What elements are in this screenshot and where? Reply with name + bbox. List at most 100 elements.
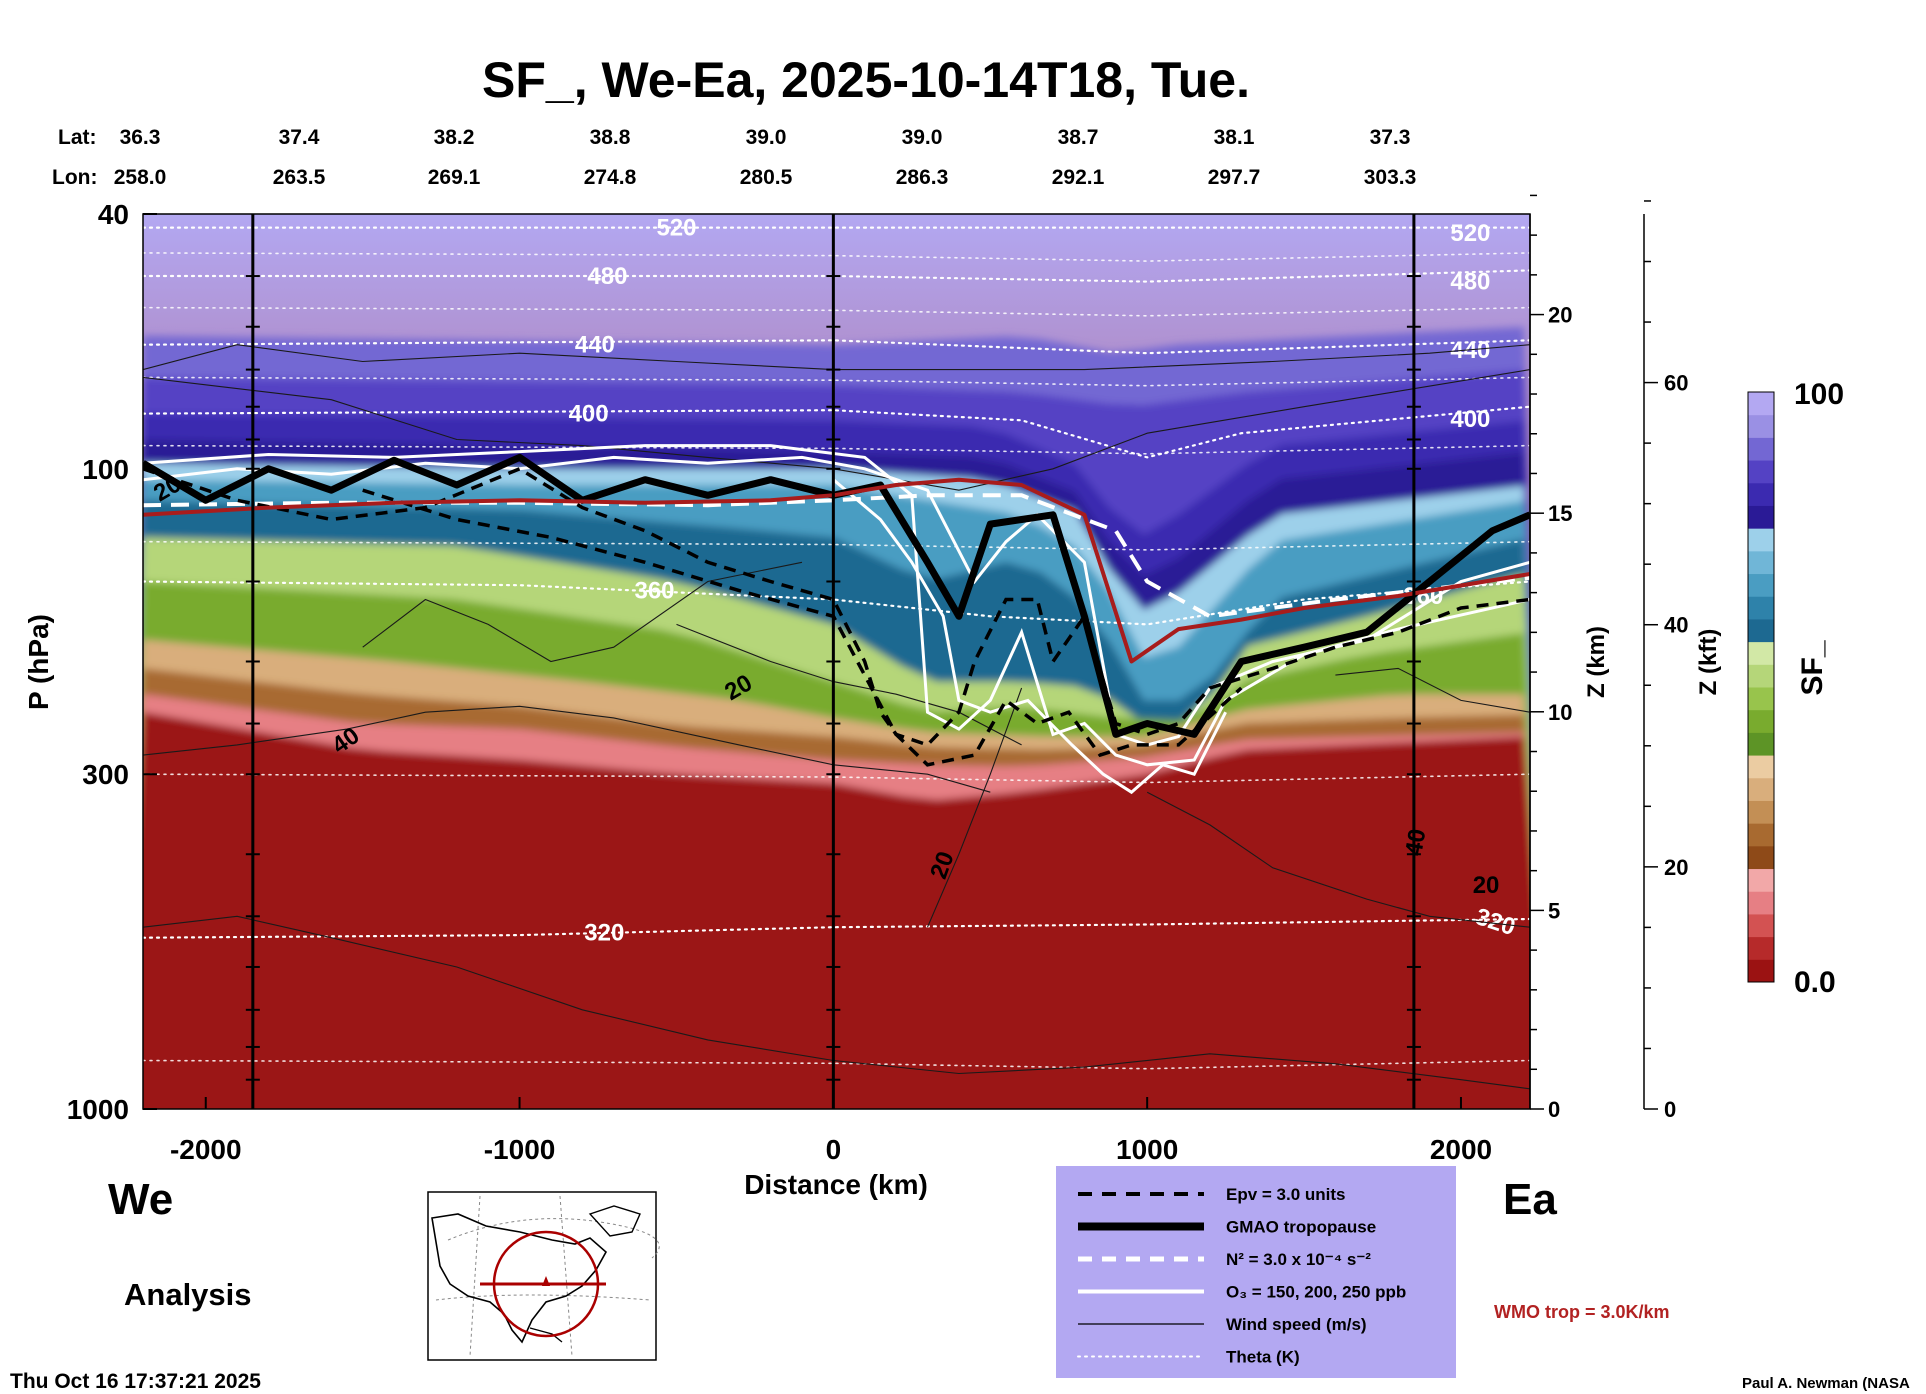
colorbar-swatch [1748, 755, 1774, 779]
colorbar-swatch [1748, 573, 1774, 597]
lat-value: 38.7 [1058, 126, 1099, 149]
colorbar-swatch [1748, 777, 1774, 801]
lat-lon-row: 36.3 37.4 38.2 38.8 39.0 39.0 38.7 38.1 37.3 258.… [114, 126, 1417, 189]
theta-contour [143, 376, 1530, 387]
legend-label: Wind speed (m/s) [1226, 1315, 1367, 1334]
legend-label: O₃ = 150, 200, 250 ppb [1226, 1283, 1406, 1302]
lat-value: 37.4 [279, 126, 320, 149]
colorbar-swatch [1748, 891, 1774, 915]
x-tick-label: 0 [826, 1134, 842, 1165]
timestamp: Thu Oct 16 17:37:21 2025 [10, 1370, 261, 1393]
wmo-tropopause [143, 477, 1530, 664]
colorbar [1747, 391, 1775, 983]
x-tick-label: -1000 [484, 1134, 556, 1165]
lat-value: 39.0 [746, 126, 787, 149]
theta-contour [143, 917, 1530, 939]
lon-value: 274.8 [584, 166, 637, 189]
theta-label: 320 [584, 919, 624, 946]
gmao-tropopause [143, 453, 1530, 738]
theta-label: 400 [569, 401, 609, 428]
legend-label: Theta (K) [1226, 1348, 1300, 1367]
colorbar-swatch [1748, 618, 1774, 643]
theta-label: 360 [634, 578, 674, 605]
lat-label: Lat: [58, 126, 97, 149]
sf-color-field [143, 327, 1530, 1109]
y-tick-label: 300 [82, 759, 129, 790]
theta-contour [143, 269, 1530, 283]
wind-contour [926, 687, 1023, 928]
x-axis-label: Distance (km) [744, 1169, 928, 1200]
lat-value: 36.3 [120, 126, 161, 149]
z-kft-label: Z (kft) [1695, 629, 1722, 696]
analysis-label: Analysis [124, 1277, 252, 1312]
colorbar-swatch [1748, 800, 1774, 824]
theta-contour [143, 1059, 1530, 1070]
wind-label: 40 [1400, 827, 1431, 858]
zkft-tick-label: 60 [1664, 371, 1688, 396]
wind-contour [1146, 791, 1530, 928]
y-tick-label: 40 [98, 199, 129, 230]
theta-contour [143, 405, 1530, 459]
zkm-tick-label: 5 [1548, 898, 1560, 923]
lon-value: 297.7 [1208, 166, 1261, 189]
theta-contour [143, 252, 1530, 262]
colorbar-swatch [1748, 687, 1774, 711]
legend-label: Epv = 3.0 units [1226, 1185, 1346, 1204]
theta-contour [143, 540, 1530, 551]
legend-box: Epv = 3.0 units GMAO tropopause N² = 3.0 x… [1056, 1166, 1456, 1378]
lat-value: 39.0 [902, 126, 943, 149]
colorbar-swatch [1748, 641, 1774, 665]
colorbar-swatch [1748, 482, 1774, 506]
lat-value: 38.2 [434, 126, 475, 149]
theta-label: 520 [656, 215, 696, 242]
colorbar-swatch [1748, 709, 1774, 733]
theta-label: 480 [587, 263, 627, 290]
lon-value: 280.5 [740, 166, 793, 189]
legend-label: N² = 3.0 x 10⁻⁴ s⁻² [1226, 1250, 1371, 1269]
wind-contour [143, 705, 991, 793]
o3-contour [143, 455, 1530, 747]
credit: Paul A. Newman (NASA [1742, 1375, 1910, 1392]
colorbar-swatch [1748, 505, 1774, 529]
lon-value: 286.3 [896, 166, 949, 189]
lon-value: 263.5 [273, 166, 326, 189]
colorbar-min-label: 0.0 [1794, 966, 1836, 999]
o3-contour [832, 478, 1227, 795]
theta-label: 440 [575, 332, 615, 359]
z-km-label: Z (km) [1583, 626, 1610, 698]
zkft-tick-label: 40 [1664, 613, 1688, 638]
wmo-label: WMO trop = 3.0K/km [1494, 1302, 1670, 1322]
lat-value: 38.8 [590, 126, 631, 149]
colorbar-swatch [1748, 414, 1774, 438]
theta-label: 480 [1450, 269, 1490, 296]
o3-contour [143, 444, 1530, 767]
theta-contour [143, 444, 1530, 455]
colorbar-swatch [1748, 664, 1774, 688]
inset-map [427, 1191, 660, 1361]
lon-value: 258.0 [114, 166, 167, 189]
lon-value: 292.1 [1052, 166, 1105, 189]
wind-contour [362, 561, 803, 663]
lat-value: 38.1 [1214, 126, 1255, 149]
axes: 40 100 300 1000 -2000 -1000 0 1000 2000 0 5 10 15 20 0… [67, 194, 1688, 1165]
zkft-tick-label: 0 [1664, 1097, 1676, 1122]
y-tick-label: 1000 [67, 1094, 129, 1125]
west-label: We [108, 1175, 173, 1224]
colorbar-swatch [1748, 392, 1774, 416]
colorbar-swatch [1748, 845, 1774, 870]
colorbar-swatch [1748, 959, 1774, 983]
zkm-tick-label: 0 [1548, 1097, 1560, 1122]
colorbar-swatch [1748, 732, 1774, 756]
colorbar-swatch [1748, 913, 1774, 938]
chart-title: SF_, We-Ea, 2025-10-14T18, Tue. [482, 52, 1250, 108]
epv-contour [362, 488, 1243, 767]
colorbar-label: SF_ [1796, 640, 1829, 695]
colorbar-swatch [1748, 823, 1774, 847]
colorbar-swatch [1748, 437, 1774, 461]
zkm-tick-label: 20 [1548, 303, 1572, 328]
theta-contour [143, 306, 1530, 317]
colorbar-frame [1747, 391, 1775, 983]
zkft-tick-label: 20 [1664, 855, 1688, 880]
